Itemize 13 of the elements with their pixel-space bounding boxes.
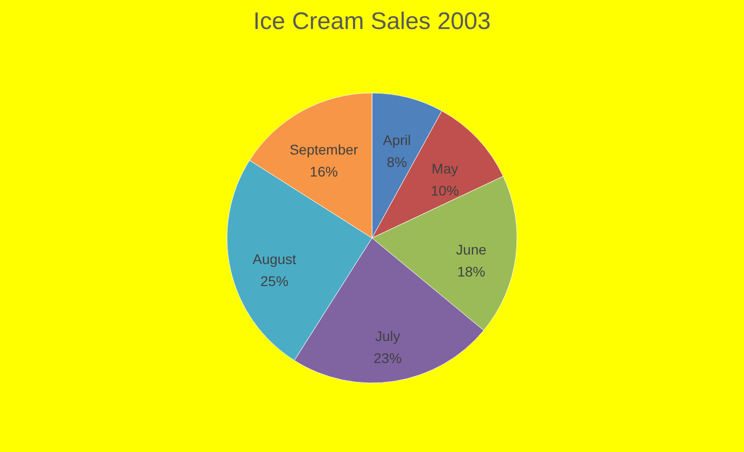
data-label: 25% [260,272,288,289]
slice-label: July [375,328,400,344]
data-label: 23% [374,350,402,366]
slice-label: September [290,141,358,158]
data-label: 8% [386,154,407,170]
slice-label: June [456,242,487,258]
chart-title: Ice Cream Sales 2003 [253,8,491,35]
data-label: 18% [457,264,486,280]
slice-label: April [382,132,411,148]
slice-label: May [432,160,458,177]
data-label: 16% [310,163,338,180]
slice-label: August [252,250,296,267]
data-label: 10% [430,182,459,199]
